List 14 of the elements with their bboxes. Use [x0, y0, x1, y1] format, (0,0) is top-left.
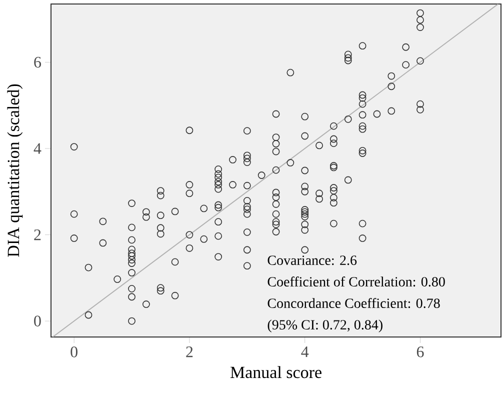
- x-tick-label: 6: [416, 346, 424, 358]
- annotation: Coefficient of Correlation: 0.80: [268, 276, 445, 287]
- y-tick-label: 4: [34, 143, 42, 154]
- y-tick-label: 2: [34, 229, 41, 240]
- annotation: Covariance: 2.6: [268, 256, 357, 266]
- y-axis-title: DIA quantitation (scaled): [7, 84, 23, 257]
- annotation: Concordance Coefficient: 0.78: [268, 298, 440, 308]
- x-axis-title: Manual score: [230, 366, 322, 378]
- y-tick-label: 6: [34, 56, 42, 68]
- y-tick-label: 0: [34, 316, 41, 326]
- annotation: (95% CI: 0.72, 0.84): [268, 320, 382, 332]
- x-tick-label: 0: [70, 346, 78, 358]
- x-tick-label: 4: [301, 346, 309, 358]
- x-tick-label: 2: [186, 346, 193, 358]
